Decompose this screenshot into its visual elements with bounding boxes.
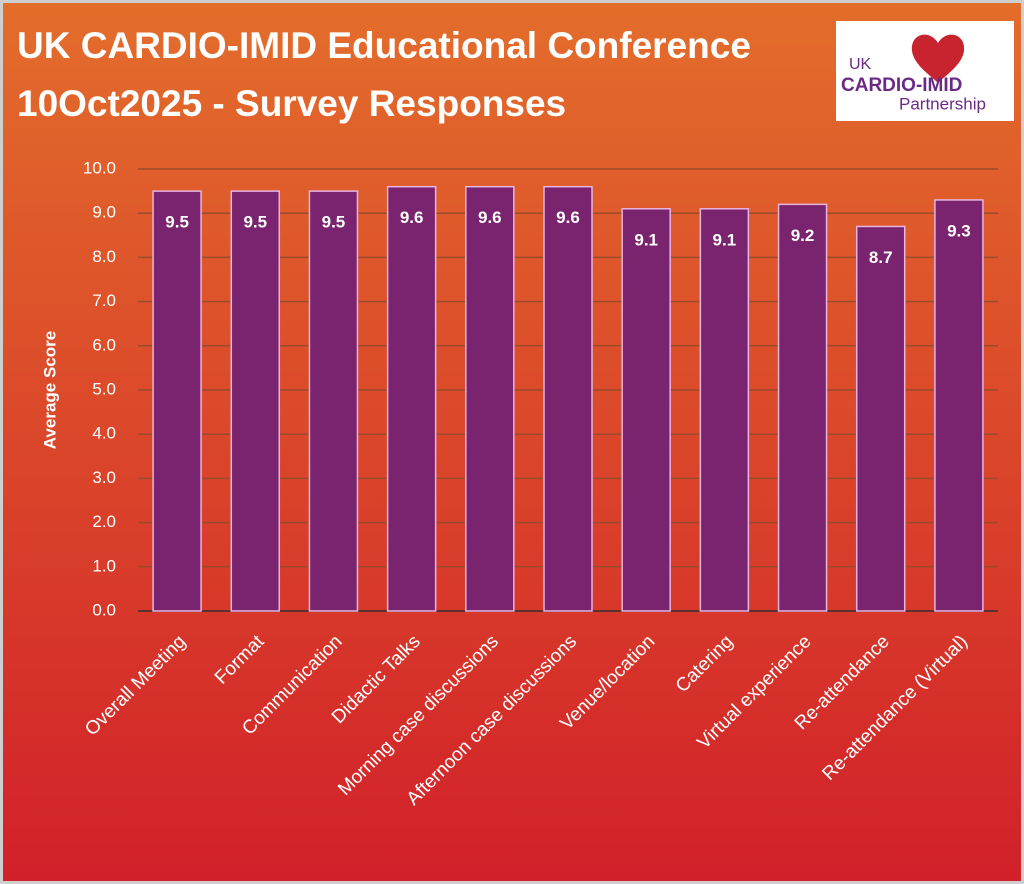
bar xyxy=(308,190,359,612)
x-tick-label: Overall Meeting xyxy=(81,631,190,740)
logo-text: UK xyxy=(849,56,872,73)
x-tick-label: Afternoon case discussions xyxy=(403,631,581,809)
bar xyxy=(543,185,593,612)
data-label: 9.6 xyxy=(400,208,424,227)
logo-heart xyxy=(911,34,965,83)
bar xyxy=(621,208,671,612)
bar xyxy=(855,225,906,612)
bar xyxy=(152,190,202,612)
y-tick-label: 9.0 xyxy=(92,203,116,222)
y-tick-label: 3.0 xyxy=(92,468,116,487)
chart: UK CARDIO-IMID Educational Conference 10… xyxy=(17,21,1014,810)
y-axis-label: Average Score xyxy=(40,331,59,449)
data-label: 9.5 xyxy=(165,213,189,232)
y-tick-label: 6.0 xyxy=(92,335,116,354)
x-tick-label: Morning case discussions xyxy=(334,631,503,800)
y-tick-label: 1.0 xyxy=(92,556,116,575)
x-tick-label: Re-attendance (Virtual) xyxy=(818,631,972,785)
bar xyxy=(699,208,750,612)
y-tick-label: 2.0 xyxy=(92,512,116,531)
x-tick-label: Format xyxy=(211,631,269,689)
chart-title: UK CARDIO-IMID Educational Conference xyxy=(17,25,751,66)
data-label: 9.5 xyxy=(322,213,346,232)
y-tick-label: 10.0 xyxy=(83,158,116,177)
y-tick-label: 8.0 xyxy=(92,247,116,266)
data-label: 8.7 xyxy=(869,248,893,267)
bar xyxy=(465,185,515,612)
data-label: 9.6 xyxy=(556,208,580,227)
data-label: 9.1 xyxy=(634,230,658,249)
y-tick-label: 5.0 xyxy=(92,379,116,398)
logo-text: CARDIO-IMID xyxy=(841,75,962,96)
y-tick-label: 0.0 xyxy=(92,600,116,619)
y-tick-label: 4.0 xyxy=(92,424,116,443)
bar xyxy=(230,190,281,612)
bar xyxy=(777,203,828,612)
data-label: 9.2 xyxy=(791,226,815,245)
bar xyxy=(934,199,984,612)
chart-subtitle: 10Oct2025 - Survey Responses xyxy=(17,83,566,124)
bar xyxy=(386,185,437,612)
y-tick-label: 7.0 xyxy=(92,291,116,310)
data-label: 9.6 xyxy=(478,208,502,227)
data-label: 9.3 xyxy=(947,221,971,240)
data-label: 9.5 xyxy=(243,213,267,232)
x-tick-label: Catering xyxy=(672,631,738,697)
data-label: 9.1 xyxy=(713,230,737,249)
logo-text: Partnership xyxy=(899,94,986,113)
